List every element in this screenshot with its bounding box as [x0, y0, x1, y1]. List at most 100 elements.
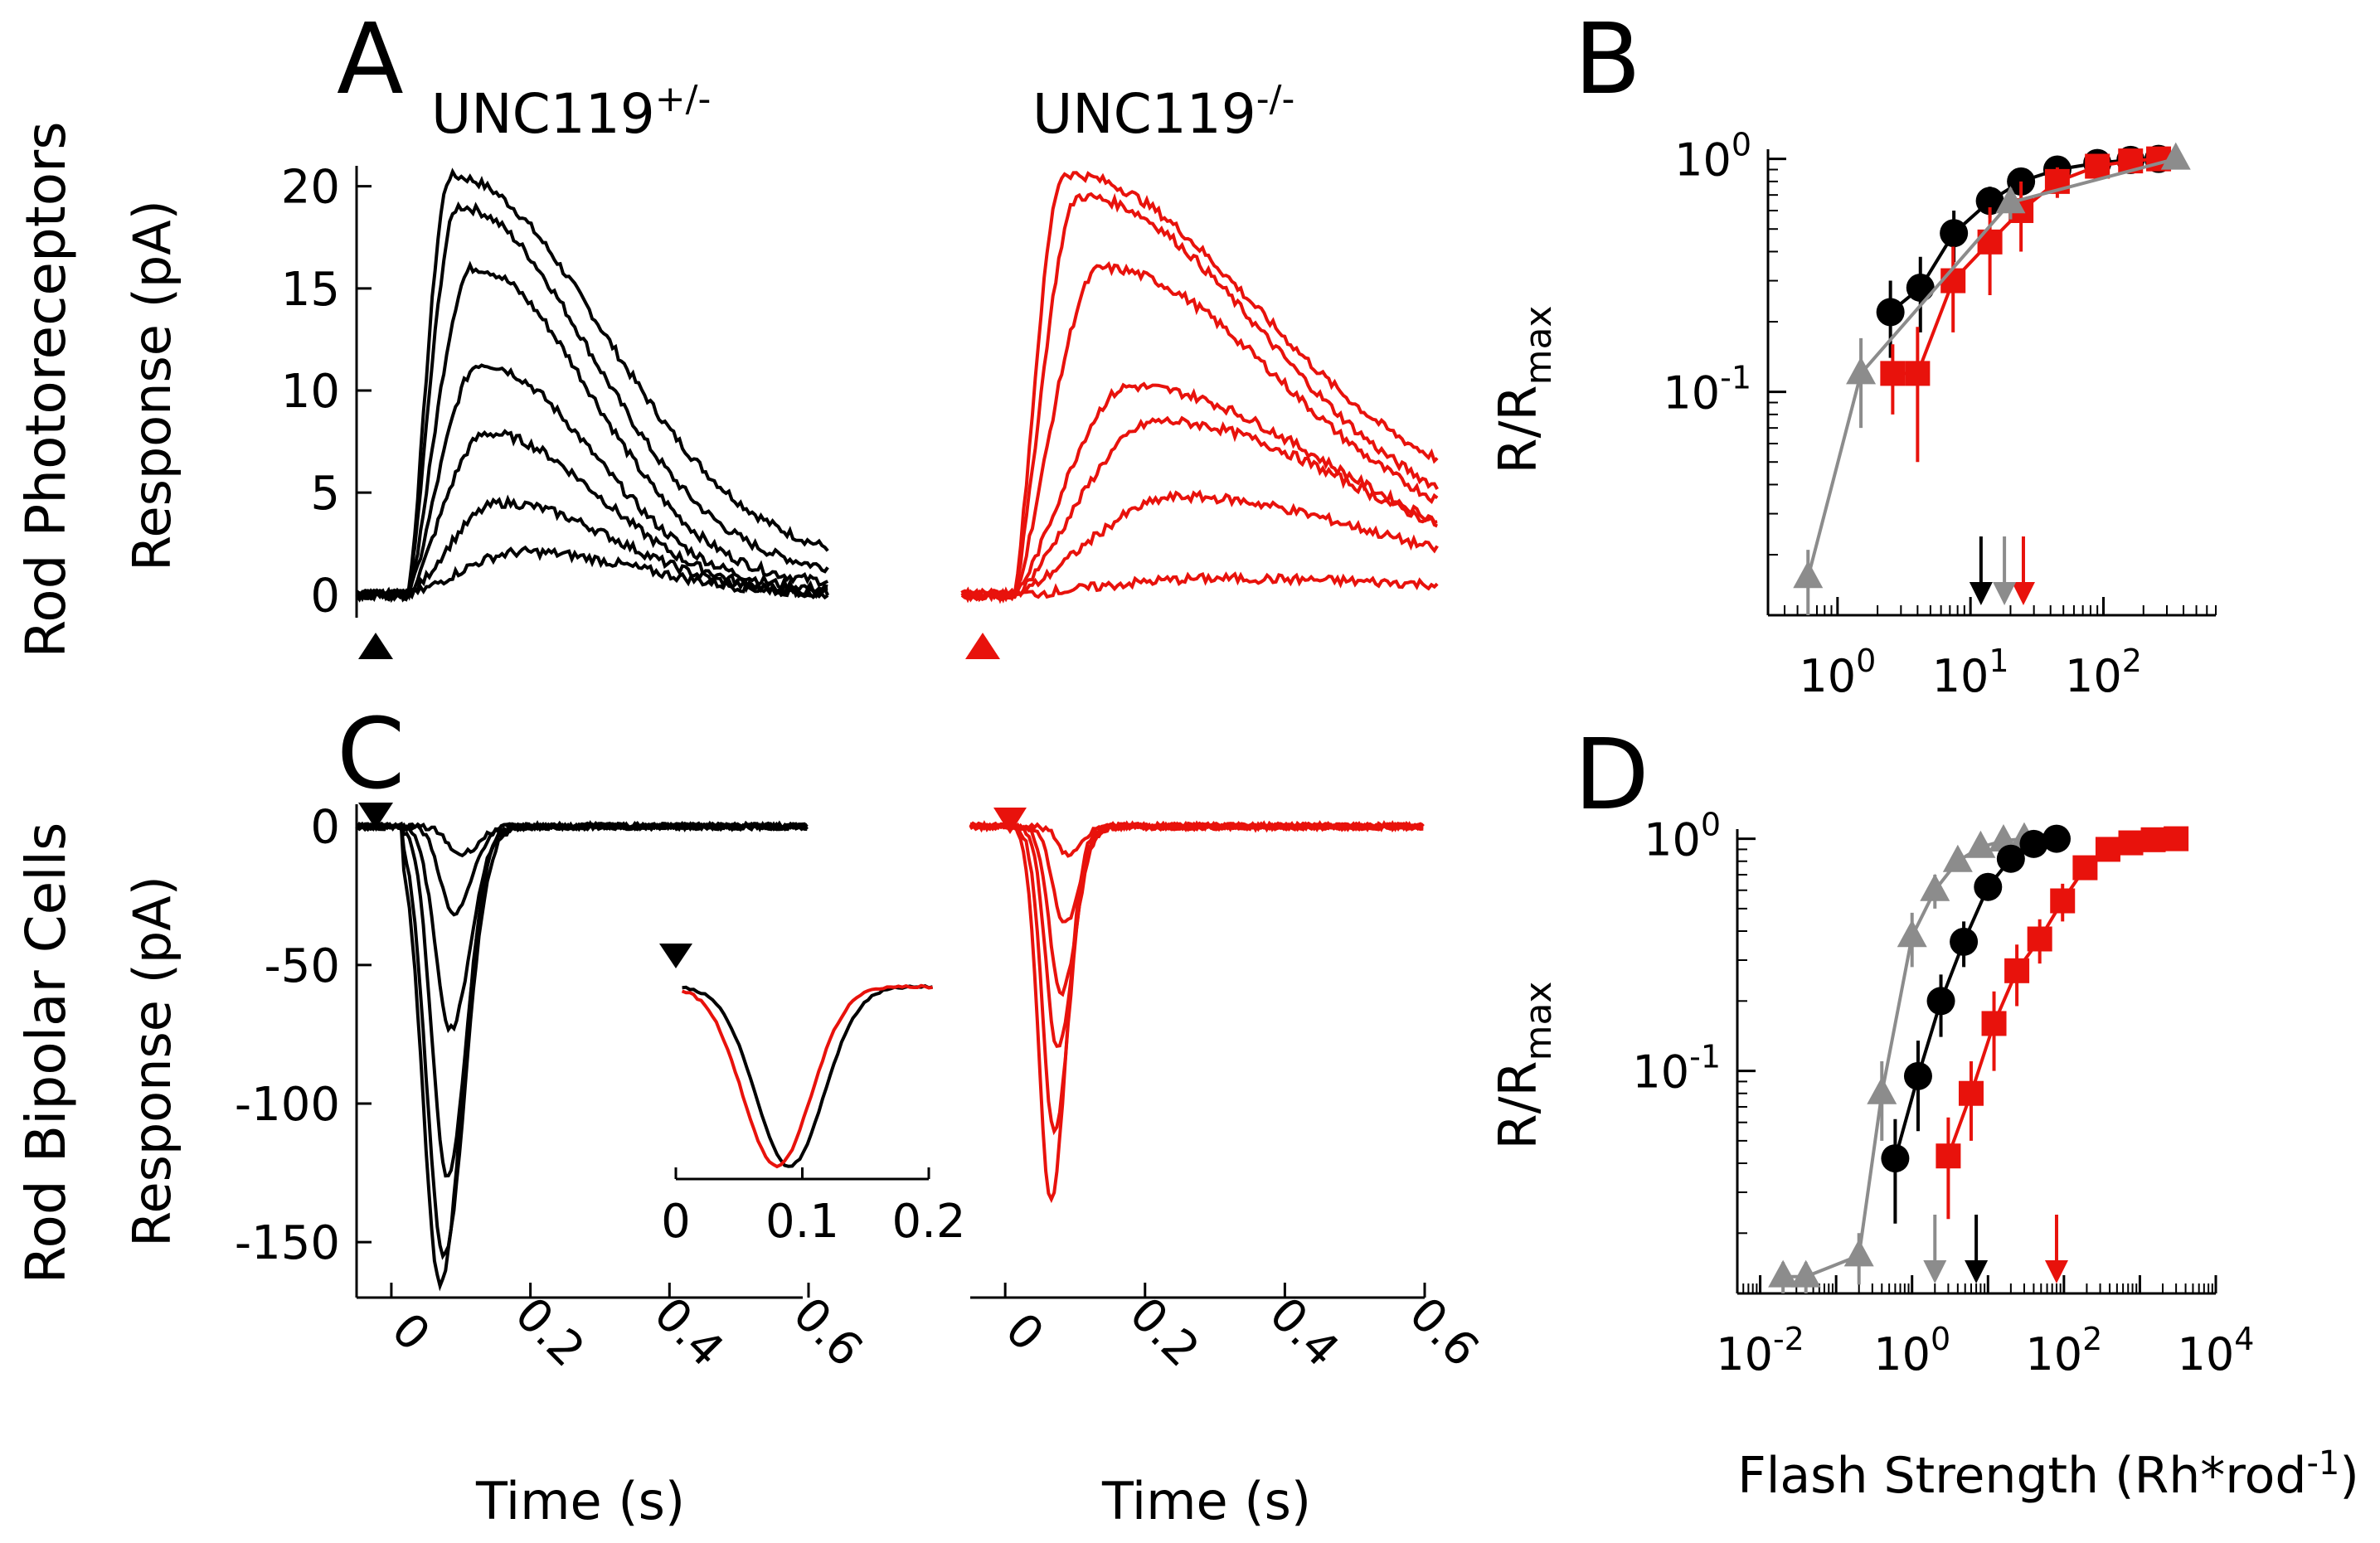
x-tick-label: 104: [2178, 1321, 2255, 1380]
response-trace-7: [961, 571, 1439, 604]
response-trace-1: [961, 171, 1439, 604]
flash-marker-down: [993, 808, 1027, 834]
y-tick-label: 10-1: [1632, 1039, 1721, 1099]
x-label-time-c: Time (s): [475, 1471, 685, 1531]
data-point-circle: [1926, 987, 1955, 1016]
axes: 100 10-1 10-2 100 102 104: [1632, 807, 2254, 1380]
panel-letter-b: B: [1574, 2, 1641, 116]
inset-trace: [681, 983, 933, 1169]
x-tick-label: 0.2: [891, 1195, 965, 1249]
fit-line: [1806, 157, 2177, 578]
series-2: [1880, 146, 2172, 605]
y-tick-label: -50: [265, 939, 340, 993]
y-label-ratio-b: R/Rmax: [1488, 306, 1560, 474]
series-2: [1881, 824, 2071, 1283]
fit-line: [1783, 837, 2025, 1279]
y-tick-label: 100: [1674, 127, 1751, 187]
y-ticks: 0 -50 -100 -150: [235, 801, 372, 1270]
y-ticks: 0 5 10 15 20: [281, 161, 372, 623]
response-trace-6: [969, 820, 1425, 858]
response-trace-4: [969, 820, 1424, 997]
trace-group: [969, 820, 1425, 1204]
data-point-square: [2085, 153, 2110, 179]
half-max-arrow-head: [1993, 582, 2017, 605]
trace-group: [960, 171, 1439, 604]
response-trace-3: [355, 260, 829, 603]
response-trace-2: [960, 192, 1439, 602]
x-tick-label: 0.1: [765, 1195, 839, 1249]
data-point-triangle: [1920, 873, 1950, 901]
x-label-flash-strength: Flash Strength (Rh*rod-1): [1737, 1444, 2359, 1505]
data-point-triangle: [1843, 1239, 1874, 1267]
x-tick-label: 102: [2025, 1321, 2102, 1380]
data-point-triangle: [1768, 1259, 1799, 1288]
x-tick-label: 100: [1873, 1321, 1950, 1380]
x-tick-label: 0.2: [504, 1287, 595, 1377]
x-tick-label: 102: [2065, 643, 2142, 702]
x-tick-label: 0.2: [1119, 1287, 1209, 1377]
y-label-ratio-d: R/Rmax: [1488, 982, 1560, 1150]
response-trace-6: [355, 820, 808, 858]
data-point-square: [2050, 888, 2076, 914]
data-points: [1793, 142, 2191, 615]
half-max-arrow-head: [1965, 1260, 1989, 1283]
title-unc119-het: UNC119+/-: [431, 78, 711, 146]
inset-traces: [681, 983, 934, 1169]
x-tick-label: 0.4: [644, 1287, 734, 1377]
data-point-triangle: [1995, 186, 2026, 214]
half-max-arrow-head: [2044, 1260, 2068, 1283]
response-trace-2: [355, 820, 808, 1260]
x-tick-label: 0.6: [1399, 1287, 1489, 1377]
y-tick-label: 0: [310, 569, 340, 623]
half-max-arrow-head: [2011, 582, 2035, 605]
panel-letter-d: D: [1574, 717, 1649, 832]
data-point-square: [1977, 229, 2003, 255]
response-trace-6: [355, 494, 830, 604]
y-tick-label: -100: [235, 1078, 340, 1132]
row-label-rod-photoreceptors: Rod Photoreceptors: [14, 121, 78, 657]
panel-c-het: 0 -50 -100 -150 0 0.2 0.4 0.6 0 0.1 0.2: [235, 801, 966, 1378]
y-tick-label: 0: [310, 801, 340, 855]
data-point-circle: [1974, 872, 2003, 901]
data-point-triangle: [1897, 919, 1927, 948]
data-point-square: [1958, 1080, 1984, 1106]
y-tick-label: 10: [281, 365, 340, 419]
response-trace-6: [961, 489, 1439, 602]
y-label-response-c: Response (pA): [122, 876, 182, 1247]
response-trace-5: [961, 415, 1438, 604]
data-point-circle: [1881, 1144, 1910, 1173]
data-point-triangle: [1790, 1259, 1821, 1288]
data-point-square: [2004, 958, 2030, 983]
data-point-circle: [1940, 219, 1969, 248]
data-point-square: [2140, 827, 2166, 852]
data-point-square: [1981, 1011, 2007, 1036]
response-trace-1: [356, 167, 829, 603]
data-point-square: [2095, 837, 2120, 862]
flash-marker-down: [659, 944, 692, 968]
data-point-square: [1905, 361, 1931, 386]
response-trace-4: [356, 363, 828, 603]
response-trace-2: [355, 201, 829, 598]
data-point-triangle: [1867, 1076, 1897, 1104]
y-tick-label: 5: [310, 467, 340, 521]
panel-a-ko: [960, 171, 1439, 659]
y-tick-label: 100: [1644, 807, 1721, 866]
panel-d: 100 10-1 10-2 100 102 104: [1632, 807, 2254, 1380]
y-tick-label: 20: [281, 161, 340, 215]
trace-group: [355, 819, 809, 1292]
data-point-circle: [2042, 824, 2071, 853]
data-point-square: [2072, 855, 2098, 881]
series-1: [1768, 822, 2039, 1293]
data-point-triangle: [1965, 830, 1996, 858]
data-point-circle: [1975, 187, 2004, 216]
response-trace-7: [356, 545, 828, 601]
y-tick-label: 15: [281, 263, 340, 317]
data-point-square: [2027, 926, 2052, 952]
data-point-triangle: [1942, 844, 1973, 872]
inset-normalized-traces: 0 0.1 0.2: [659, 944, 966, 1249]
inset-trace: [682, 983, 934, 1168]
x-tick-label: 0: [995, 1303, 1054, 1361]
row-label-rod-bipolar-cells: Rod Bipolar Cells: [14, 822, 78, 1284]
data-point-square: [1880, 361, 1906, 386]
data-point-circle: [1906, 273, 1935, 302]
